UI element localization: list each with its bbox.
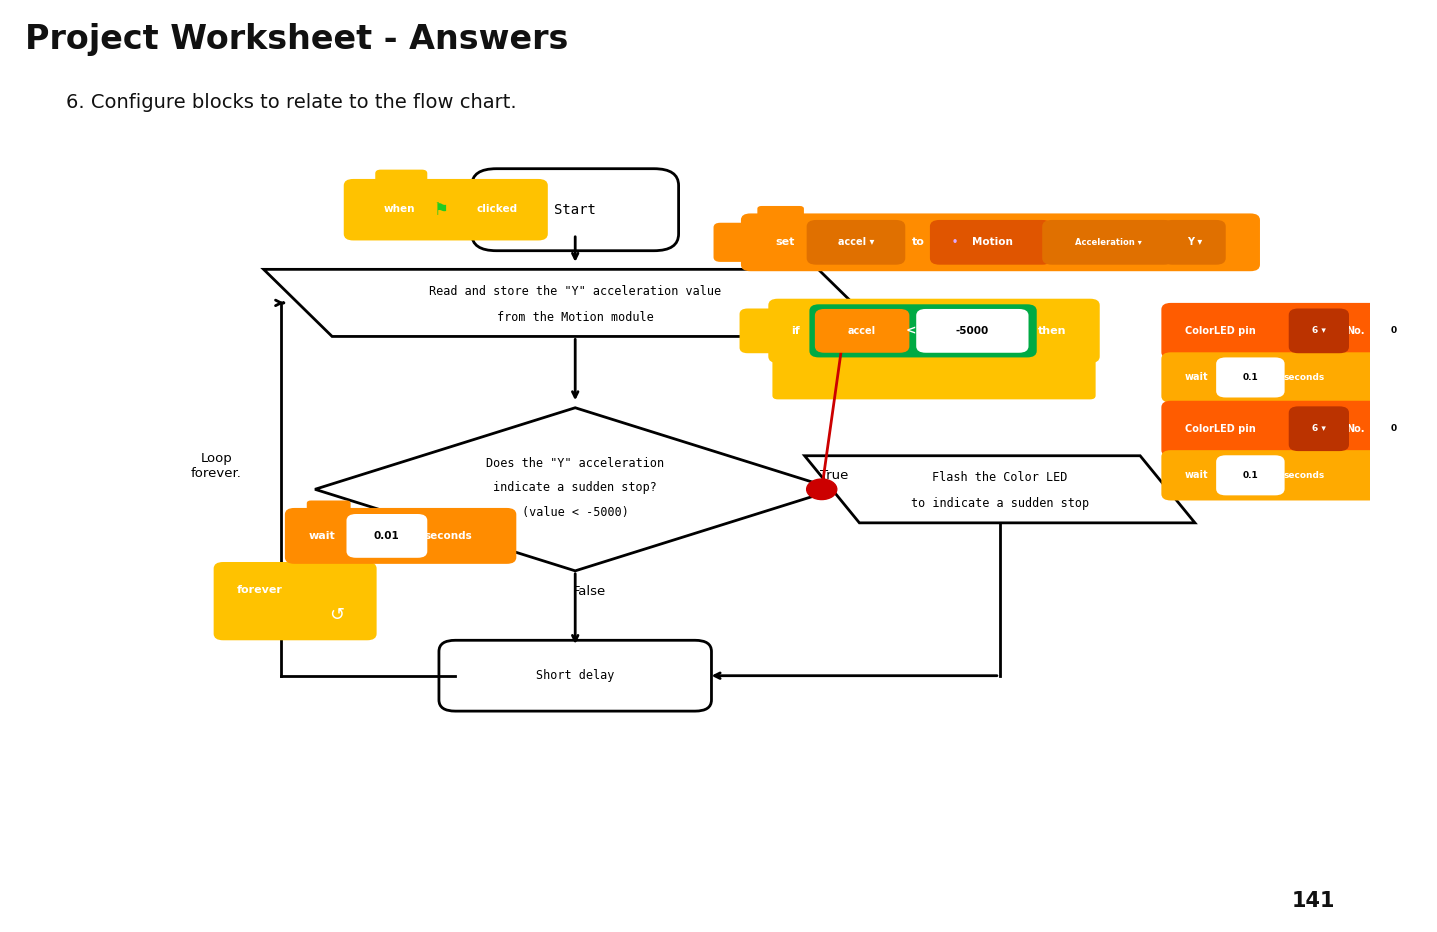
Circle shape xyxy=(1428,414,1437,444)
Text: if: if xyxy=(792,326,800,336)
Text: forever: forever xyxy=(237,585,283,595)
FancyBboxPatch shape xyxy=(806,220,905,265)
FancyBboxPatch shape xyxy=(346,514,427,557)
FancyBboxPatch shape xyxy=(285,508,516,564)
FancyBboxPatch shape xyxy=(1289,308,1349,353)
Text: color: color xyxy=(1418,424,1437,433)
FancyBboxPatch shape xyxy=(769,298,1099,363)
Text: 6 ▾: 6 ▾ xyxy=(1312,424,1326,433)
Text: clicked: clicked xyxy=(477,204,517,213)
FancyBboxPatch shape xyxy=(1216,357,1285,398)
Text: wait: wait xyxy=(308,531,335,541)
FancyBboxPatch shape xyxy=(757,206,803,228)
Text: Does the "Y" acceleration: Does the "Y" acceleration xyxy=(486,457,664,470)
FancyBboxPatch shape xyxy=(1042,220,1174,265)
Text: Loop
forever.: Loop forever. xyxy=(191,452,241,480)
Text: 0: 0 xyxy=(1391,326,1397,336)
FancyBboxPatch shape xyxy=(1161,450,1380,500)
Text: seconds: seconds xyxy=(424,531,473,541)
Text: 0.1: 0.1 xyxy=(1243,471,1259,480)
FancyBboxPatch shape xyxy=(214,562,376,640)
Circle shape xyxy=(1374,415,1415,443)
FancyBboxPatch shape xyxy=(343,179,547,240)
Text: Start: Start xyxy=(555,202,596,217)
Text: from the Motion module: from the Motion module xyxy=(497,311,654,324)
Text: 141: 141 xyxy=(1292,892,1335,911)
FancyBboxPatch shape xyxy=(740,308,790,353)
Text: then: then xyxy=(1038,326,1066,336)
Text: -5000: -5000 xyxy=(956,326,989,336)
FancyBboxPatch shape xyxy=(714,223,762,262)
Text: No.: No. xyxy=(1346,424,1365,433)
FancyBboxPatch shape xyxy=(809,304,1036,357)
Text: 6. Configure blocks to relate to the flow chart.: 6. Configure blocks to relate to the flo… xyxy=(66,93,516,112)
Text: 6 ▾: 6 ▾ xyxy=(1312,326,1326,336)
Circle shape xyxy=(1428,316,1437,346)
Text: <: < xyxy=(905,324,915,337)
Text: wait: wait xyxy=(1184,373,1209,382)
FancyBboxPatch shape xyxy=(741,213,1260,271)
Text: ↺: ↺ xyxy=(329,606,345,624)
FancyBboxPatch shape xyxy=(375,170,427,194)
Circle shape xyxy=(806,479,836,500)
Text: Y ▾: Y ▾ xyxy=(1187,238,1201,247)
Text: 0.01: 0.01 xyxy=(374,531,399,541)
Text: color: color xyxy=(1418,326,1437,336)
Text: Read and store the "Y" acceleration value: Read and store the "Y" acceleration valu… xyxy=(430,285,721,298)
Text: to indicate a sudden stop: to indicate a sudden stop xyxy=(911,497,1089,510)
FancyBboxPatch shape xyxy=(1216,456,1285,496)
Text: Project Worksheet - Answers: Project Worksheet - Answers xyxy=(24,23,568,56)
FancyBboxPatch shape xyxy=(1161,352,1380,403)
FancyBboxPatch shape xyxy=(815,308,910,352)
Text: indicate a sudden stop?: indicate a sudden stop? xyxy=(493,481,657,494)
FancyBboxPatch shape xyxy=(917,308,1029,352)
Text: accel ▾: accel ▾ xyxy=(838,238,874,247)
Text: set: set xyxy=(775,238,795,247)
Text: Motion: Motion xyxy=(973,238,1013,247)
Circle shape xyxy=(1374,317,1415,345)
FancyBboxPatch shape xyxy=(1161,303,1437,359)
FancyBboxPatch shape xyxy=(471,169,678,251)
FancyBboxPatch shape xyxy=(930,220,1052,265)
Text: Flash the Color LED: Flash the Color LED xyxy=(933,471,1068,484)
Text: when: when xyxy=(384,204,415,213)
Text: Acceleration ▾: Acceleration ▾ xyxy=(1075,238,1141,247)
Text: False: False xyxy=(572,585,605,597)
FancyBboxPatch shape xyxy=(773,354,1095,399)
FancyBboxPatch shape xyxy=(1161,401,1437,457)
Text: True: True xyxy=(819,469,848,482)
Text: Short delay: Short delay xyxy=(536,669,615,682)
Polygon shape xyxy=(315,408,835,570)
Text: 0: 0 xyxy=(1391,424,1397,433)
Text: seconds: seconds xyxy=(1283,373,1325,382)
Text: wait: wait xyxy=(1184,471,1209,480)
Text: No.: No. xyxy=(1346,326,1365,336)
Text: ⚑: ⚑ xyxy=(434,200,448,219)
Text: ColorLED pin: ColorLED pin xyxy=(1184,326,1256,336)
Text: •: • xyxy=(951,238,958,247)
Text: to: to xyxy=(912,238,925,247)
Polygon shape xyxy=(805,456,1196,523)
Text: 0.1: 0.1 xyxy=(1243,373,1259,382)
Text: (value < -5000): (value < -5000) xyxy=(522,506,628,519)
FancyBboxPatch shape xyxy=(306,500,351,521)
Text: seconds: seconds xyxy=(1283,471,1325,480)
Text: ColorLED pin: ColorLED pin xyxy=(1184,424,1256,433)
Text: accel: accel xyxy=(848,326,875,336)
Polygon shape xyxy=(263,269,887,336)
FancyBboxPatch shape xyxy=(438,640,711,711)
FancyBboxPatch shape xyxy=(1163,220,1226,265)
FancyBboxPatch shape xyxy=(1289,406,1349,451)
